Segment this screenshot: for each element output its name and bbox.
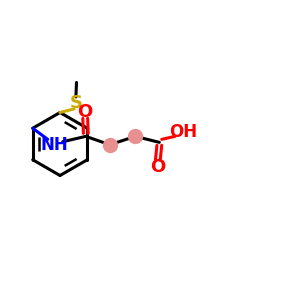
- Text: NH: NH: [40, 136, 68, 154]
- Text: O: O: [78, 103, 93, 121]
- Text: O: O: [150, 158, 165, 176]
- Text: OH: OH: [169, 122, 197, 140]
- Text: S: S: [70, 94, 83, 112]
